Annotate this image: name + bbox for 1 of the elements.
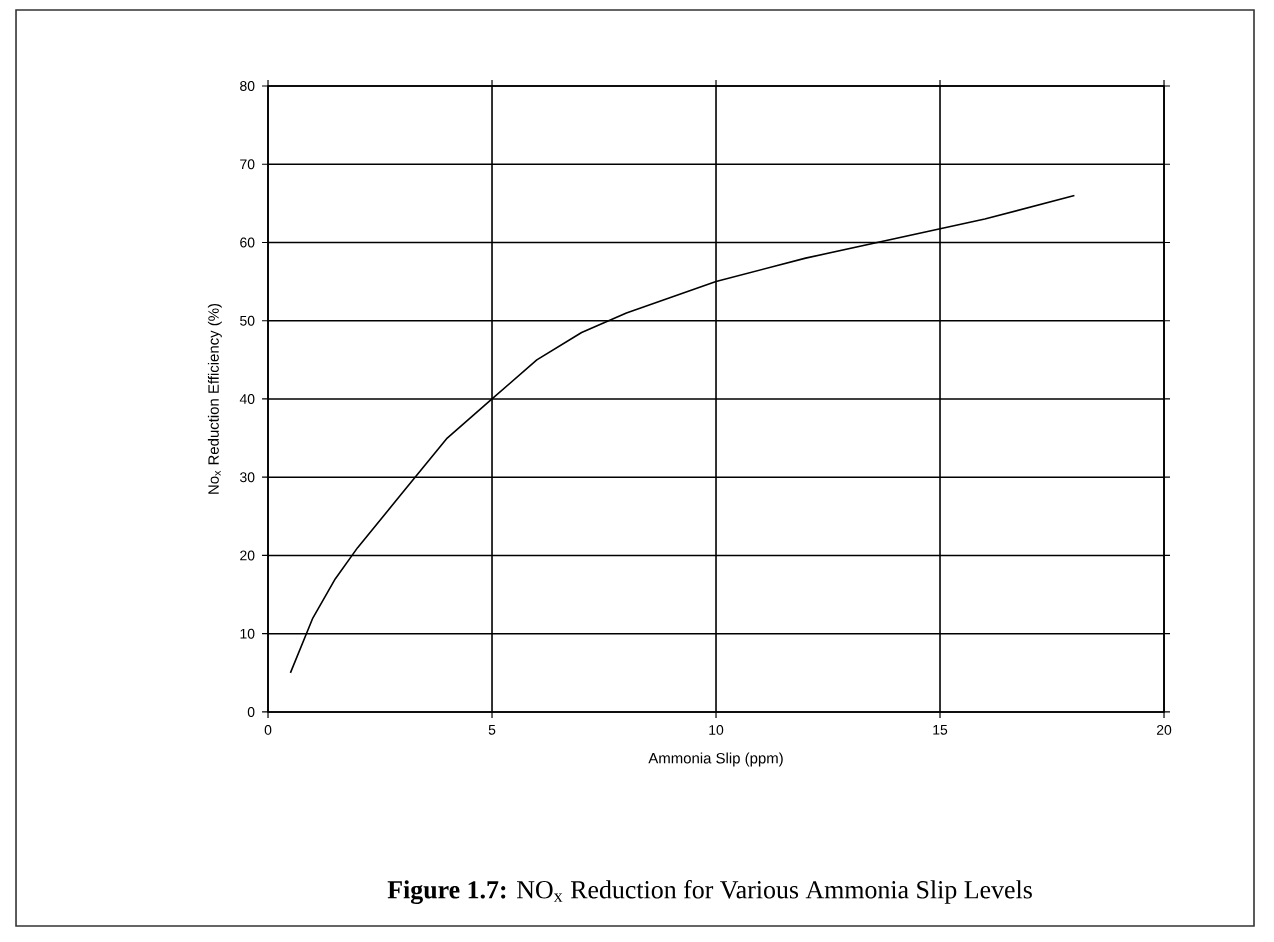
text: Figure 1.7: NO$_{x}$ Reduction for Various Ammonia Slip Levels bbox=[387, 879, 1032, 904]
